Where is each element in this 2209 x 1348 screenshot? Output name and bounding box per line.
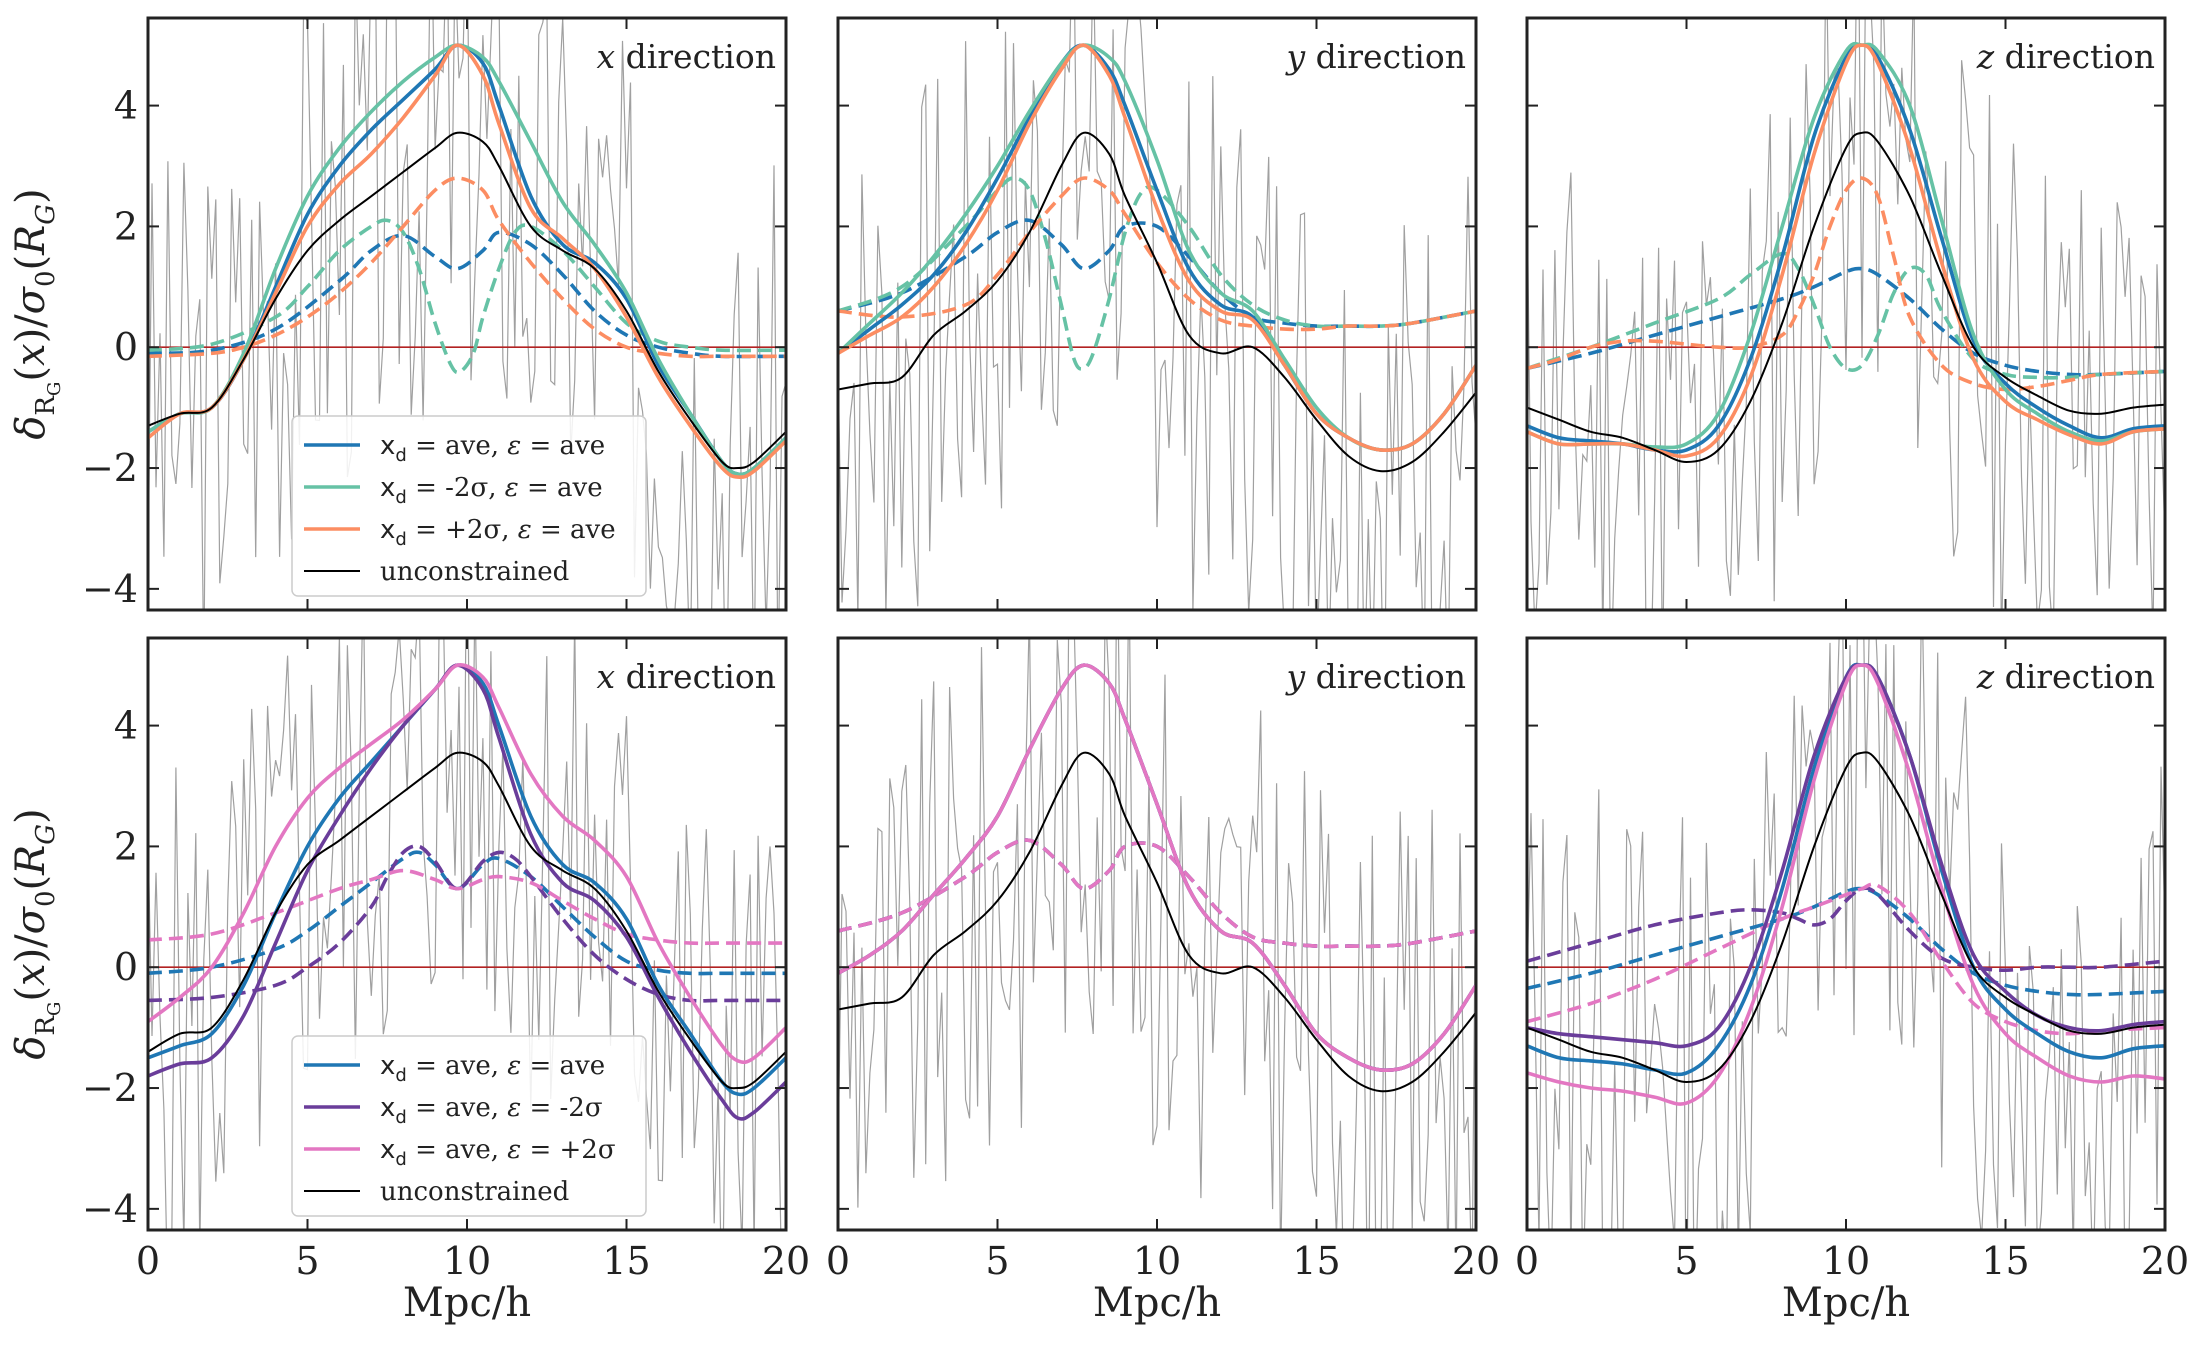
y-tick-label: 2 — [114, 824, 138, 868]
x-axis-title: Mpc/h — [1782, 1280, 1910, 1326]
plot-area — [1527, 18, 2165, 610]
x-tick-label: 15 — [1292, 1239, 1340, 1283]
series-unconstrained-line — [148, 751, 786, 1090]
series-xd-ave-ave-mean-line — [1527, 266, 2165, 377]
x-axis-title: Mpc/h — [1093, 1280, 1221, 1326]
legend-entry-label: xd = ave, ε = +2σ — [380, 1135, 616, 1170]
series-unconstrained-line — [838, 131, 1476, 473]
y-tick-label: −4 — [82, 1187, 138, 1231]
x-tick-label: 10 — [1822, 1239, 1870, 1283]
series-xd-ave-2-line — [148, 663, 786, 1121]
noise-line — [838, 18, 1476, 610]
plot-area — [148, 638, 786, 1230]
series-unconstrained-line — [1527, 751, 2165, 1084]
y-axis-title: δRG(x)/σ0(RG) — [8, 808, 65, 1059]
series-xd-2-ave-mean-line — [838, 176, 1476, 371]
series-xd-ave-ave-line — [1527, 662, 2165, 1077]
legend-entry-label: xd = ave, ε = ave — [380, 1051, 605, 1086]
series-unconstrained-line — [148, 131, 786, 470]
x-tick-label: 5 — [985, 1239, 1009, 1283]
series-unconstrained-line — [1527, 131, 2165, 464]
x-tick-label: 15 — [602, 1239, 650, 1283]
legend-box — [291, 415, 647, 597]
legend-entry-label: xd = -2σ, ε = ave — [380, 473, 603, 508]
plot-area — [1527, 638, 2165, 1230]
y-tick-label: 0 — [114, 325, 138, 369]
y-tick-label: −2 — [82, 446, 138, 490]
y-tick-label: −4 — [82, 567, 138, 611]
series-xd-ave-ave-mean-line — [148, 230, 786, 359]
series-xd-2-ave-line — [148, 43, 786, 480]
legend-entry-label: xd = ave, ε = -2σ — [380, 1093, 603, 1128]
y-tick-label: 0 — [114, 945, 138, 989]
series-xd-ave-ave-mean-line — [1527, 886, 2165, 997]
panel-bottom-right: 0 5 10 15 20 z direction Mpc/h — [1515, 636, 2189, 1326]
panel-bottom-middle: 0 5 10 15 20 y direction Mpc/h — [826, 636, 1500, 1326]
x-tick-label: 0 — [826, 1239, 850, 1283]
panel-top-middle: y direction — [836, 16, 1478, 612]
y-tick-label: 2 — [114, 204, 138, 248]
noise-line — [838, 638, 1476, 1230]
series-xd-ave-2-line — [1527, 663, 2165, 1049]
series-xd-2-ave-mean-line — [148, 176, 786, 359]
x-axis-title: Mpc/h — [403, 1280, 531, 1326]
x-tick-label: 20 — [762, 1239, 810, 1283]
plot-area — [838, 638, 1476, 1230]
panel-top-right: z direction — [1525, 16, 2167, 612]
series-xd-ave-2-mean-line — [148, 868, 786, 946]
series-xd-2-ave-line — [1527, 41, 2165, 450]
direction-label: z direction — [1976, 37, 2155, 76]
series-xd-ave-ave-line — [1527, 43, 2165, 454]
x-tick-label: 20 — [1452, 1239, 1500, 1283]
series-xd-ave-2-mean-line — [838, 838, 1476, 949]
x-tick-label: 5 — [295, 1239, 319, 1283]
direction-label: x direction — [596, 657, 776, 696]
series-unconstrained-line — [838, 751, 1476, 1093]
x-tick-label: 5 — [1674, 1239, 1698, 1283]
legend-entry-label: unconstrained — [380, 557, 569, 587]
noise-line — [1527, 638, 2165, 1230]
series-xd-2-ave-line — [148, 43, 786, 477]
legend-entry-label: xd = ave, ε = ave — [380, 431, 605, 466]
legend-box — [291, 1035, 647, 1217]
x-tick-label: 0 — [1515, 1239, 1539, 1283]
series-xd-ave-ave-line — [148, 663, 786, 1097]
legend-entry-label: xd = +2σ, ε = ave — [380, 515, 616, 550]
series-xd-2-ave-line — [838, 43, 1476, 453]
x-tick-label: 20 — [2141, 1239, 2189, 1283]
x-tick-label: 0 — [136, 1239, 160, 1283]
series-xd-ave-2-line — [1527, 663, 2165, 1106]
noise-line — [1527, 18, 2165, 610]
panel-bottom-left: 0 5 10 15 20 −4 −2 0 2 4 x direction Mpc/h δRG(x)/σ0… — [8, 636, 810, 1326]
direction-label: z direction — [1976, 657, 2155, 696]
legend: xd = ave, ε = ave xd = -2σ, ε = ave xd = +… — [291, 415, 647, 597]
series-xd-2-ave-mean-line — [148, 218, 786, 375]
series-xd-ave-2-mean-line — [1527, 882, 2165, 1036]
x-tick-label: 15 — [1981, 1239, 2029, 1283]
legend: xd = ave, ε = ave xd = ave, ε = -2σ xd = a… — [291, 1035, 647, 1217]
y-tick-label: 4 — [114, 704, 138, 748]
series-xd-2-ave-mean-line — [1527, 176, 2165, 392]
series-xd-ave-2-line — [148, 663, 786, 1065]
series-xd-2-ave-mean-line — [1527, 251, 2165, 380]
x-tick-label: 10 — [443, 1239, 491, 1283]
plot-area — [148, 18, 786, 610]
direction-label: y direction — [1284, 657, 1466, 696]
series-xd-ave-2-mean-line — [148, 844, 786, 1003]
axes-frame — [1525, 16, 2167, 612]
y-tick-label: 4 — [114, 84, 138, 128]
plot-area — [838, 18, 1476, 610]
noise-line — [148, 18, 786, 610]
legend-entry-label: unconstrained — [380, 1177, 569, 1207]
direction-label: y direction — [1284, 37, 1466, 76]
panel-top-left: −4 −2 0 2 4 x direction δRG(x)/σ0(RG) — [8, 16, 788, 612]
series-xd-ave-2-mean-line — [1527, 886, 2165, 973]
direction-label: x direction — [596, 37, 776, 76]
noise-line — [148, 638, 782, 1230]
x-tick-label: 10 — [1133, 1239, 1181, 1283]
y-axis-title: δRG(x)/σ0(RG) — [8, 188, 65, 439]
series-xd-ave-2-line — [838, 663, 1476, 1073]
y-tick-label: −2 — [82, 1066, 138, 1110]
